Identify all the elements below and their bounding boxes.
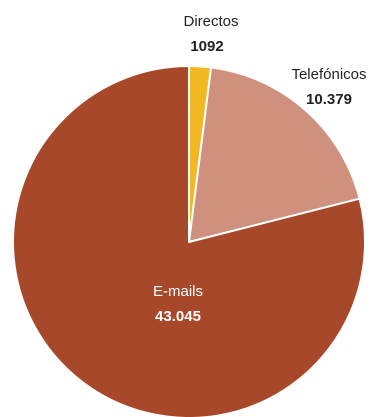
slice-label-telefonicos: Telefónicos [291,66,366,83]
slice-label-emails: E-mails [153,283,203,300]
slice-value-telefonicos: 10.379 [306,91,352,108]
pie-slice-telefonicos [188,66,361,243]
slice-label-directos: Directos [183,13,238,30]
slice-value-directos: 1092 [190,38,223,55]
pie-slices [11,64,366,417]
slice-value-emails: 43.045 [155,308,201,325]
pie-slice-e-mails [11,65,366,417]
